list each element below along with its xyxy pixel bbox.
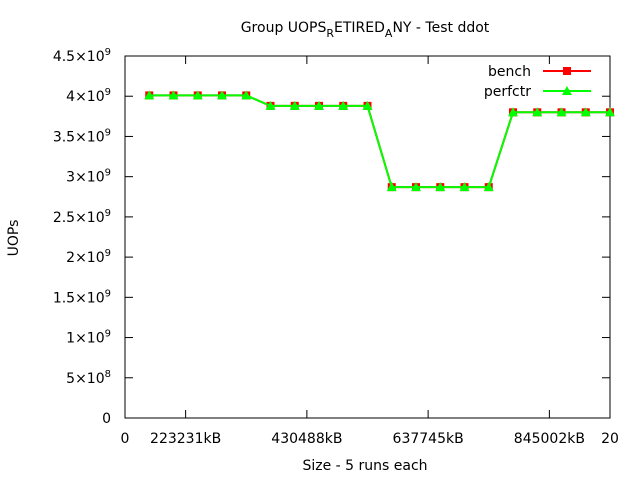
legend-label: bench <box>488 64 531 80</box>
y-tick-label-exponent: 9 <box>105 127 111 138</box>
x-axis-label: Size - 5 runs each <box>302 458 427 474</box>
chart-title: Group UOPSRETIREDANY - Test ddot <box>241 20 490 40</box>
y-tick-label-exponent: 9 <box>105 288 111 299</box>
y-tick-label-exponent: 9 <box>105 87 111 98</box>
y-tick-label-exponent: 9 <box>105 47 111 58</box>
x-tick-label: 430488kB <box>271 431 342 447</box>
y-tick-label: 3.5×109 <box>53 127 111 145</box>
y-tick-label-base: 3×10 <box>66 170 104 186</box>
y-axis-label: UOPs <box>6 220 22 257</box>
marker <box>435 182 446 192</box>
y-tick-label-exponent: 9 <box>105 329 111 340</box>
series-line <box>149 94 610 189</box>
marker <box>532 107 543 117</box>
marker <box>241 90 252 100</box>
x-tick-label: 0 <box>121 431 130 447</box>
x-tick-label: 637745kB <box>393 431 464 447</box>
y-tick-label-exponent: 8 <box>105 369 111 380</box>
x-tick-label: 20 <box>601 431 619 447</box>
marker <box>362 100 373 110</box>
y-tick-label: 4×109 <box>66 87 111 105</box>
marker <box>459 182 470 192</box>
legend-label: perfctr <box>484 84 531 100</box>
marker <box>411 182 421 192</box>
marker <box>144 90 155 100</box>
x-tick-label: 223231kB <box>150 431 221 447</box>
y-tick-label-base: 3.5×10 <box>53 129 105 145</box>
y-tick-label-exponent: 9 <box>105 208 111 219</box>
y-tick-label-base: 1.5×10 <box>53 290 105 306</box>
x-tick-label: 845002kB <box>514 431 585 447</box>
y-tick-label: 1×109 <box>66 329 111 347</box>
legend-marker <box>563 67 571 75</box>
marker <box>508 107 518 117</box>
marker <box>265 100 276 110</box>
legend-marker <box>562 86 572 95</box>
marker <box>605 107 615 117</box>
y-tick-label: 0 <box>102 411 111 427</box>
marker <box>483 182 494 192</box>
y-tick-label-base: 4.5×10 <box>53 49 105 65</box>
plot-border <box>124 55 611 419</box>
y-tick-label-base: 1×10 <box>66 331 104 347</box>
marker <box>192 90 203 100</box>
marker <box>338 100 349 110</box>
marker <box>580 107 591 117</box>
marker <box>289 100 300 110</box>
marker <box>556 107 567 117</box>
y-tick-label: 1.5×109 <box>53 288 111 306</box>
y-tick-label: 4.5×109 <box>53 47 111 65</box>
y-tick-label-base: 4×10 <box>66 89 104 105</box>
marker <box>168 90 179 100</box>
marker <box>314 100 324 110</box>
y-tick-label: 3×109 <box>66 168 111 186</box>
y-tick-label-base: 2×10 <box>66 250 104 266</box>
y-tick-label: 5×108 <box>66 369 111 387</box>
y-tick-label-base: 2.5×10 <box>53 210 105 226</box>
marker <box>386 182 397 192</box>
y-tick-label: 2.5×109 <box>53 208 111 226</box>
y-tick-label: 2×109 <box>66 248 111 266</box>
y-tick-label-exponent: 9 <box>105 248 111 259</box>
marker <box>217 90 227 100</box>
y-tick-label-exponent: 9 <box>105 168 111 179</box>
y-tick-label-base: 5×10 <box>66 371 104 387</box>
